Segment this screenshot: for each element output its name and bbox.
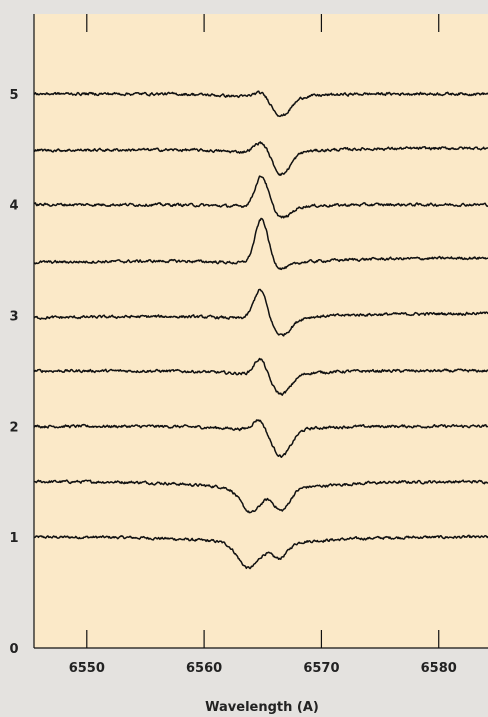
spectrum-line-4 bbox=[33, 357, 488, 396]
spectra-lines bbox=[33, 90, 488, 570]
x-tick-label: 6550 bbox=[69, 661, 105, 676]
y-tick-label: 5 bbox=[9, 88, 18, 103]
y-tick-label: 1 bbox=[9, 531, 18, 546]
spectrum-line-9 bbox=[33, 90, 488, 118]
y-tick-label: 3 bbox=[9, 309, 18, 324]
x-tick-label: 6570 bbox=[303, 661, 339, 676]
y-tick-label: 2 bbox=[9, 420, 18, 435]
axis-ticks: 6550 6560 6570 6580 0 1 2 3 4 5 bbox=[9, 14, 457, 676]
spectrum-line-1 bbox=[33, 534, 488, 570]
spectrum-line-7 bbox=[33, 175, 488, 219]
spectrum-line-5 bbox=[33, 288, 488, 337]
spectrum-line-2 bbox=[33, 479, 488, 514]
y-tick-label: 0 bbox=[9, 642, 18, 657]
x-tick-label: 6580 bbox=[421, 661, 457, 676]
y-tick-label: 4 bbox=[9, 199, 18, 214]
x-axis-title: Wavelength (A) bbox=[205, 700, 319, 715]
spectrum-line-8 bbox=[33, 141, 488, 176]
plot-area bbox=[34, 14, 488, 648]
spectrum-line-3 bbox=[33, 419, 488, 458]
spectrum-line-6 bbox=[33, 217, 488, 271]
x-tick-label: 6560 bbox=[186, 661, 222, 676]
